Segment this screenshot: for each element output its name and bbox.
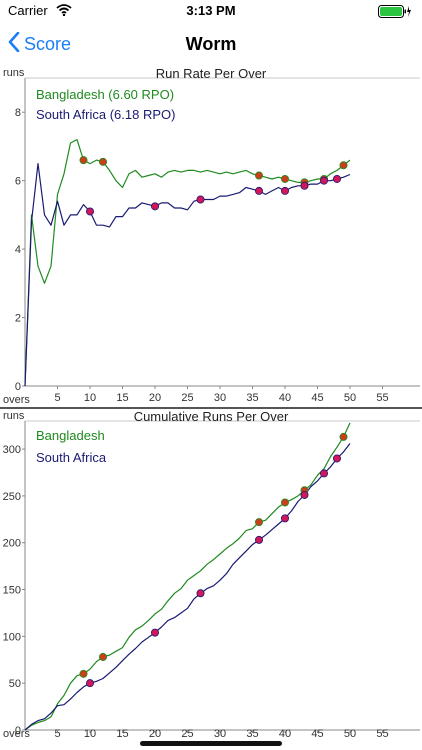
x-tick-label: 25 xyxy=(181,728,193,740)
navigation-bar: Score Worm xyxy=(0,22,422,66)
y-tick-label: 0 xyxy=(15,381,21,393)
chart-title: Run Rate Per Over xyxy=(156,66,267,81)
x-tick-label: 50 xyxy=(344,728,356,740)
x-tick-label: 55 xyxy=(376,392,388,404)
bangladesh-wicket-marker xyxy=(99,652,108,661)
south-africa-wicket-marker xyxy=(280,186,289,195)
south-africa-wicket-marker xyxy=(254,186,263,195)
south-africa-wicket-marker xyxy=(319,176,328,185)
run-rate-chart: Run Rate Per Over runs overs 0 2 4 6 8 5 10 15 20 25… xyxy=(0,66,422,406)
home-indicator xyxy=(140,741,282,746)
south-africa-wicket-marker xyxy=(254,535,263,544)
carrier-label: Carrier xyxy=(8,3,48,18)
bangladesh-wicket-marker xyxy=(280,174,289,183)
x-tick-label: 25 xyxy=(181,392,193,404)
x-tick-label: 15 xyxy=(116,728,128,740)
south-africa-series-line xyxy=(24,443,351,731)
back-button-label: Score xyxy=(24,33,72,54)
chart-divider xyxy=(0,407,422,409)
cumulative-runs-chart: Cumulative Runs Per Over runs overs 0 50 100 1… xyxy=(0,409,422,740)
bangladesh-wicket-marker xyxy=(254,518,263,527)
y-tick-label: 200 xyxy=(3,538,21,550)
bangladesh-wicket-marker xyxy=(339,432,348,441)
south-africa-wicket-marker xyxy=(300,490,309,499)
x-tick-label: 55 xyxy=(376,728,388,740)
y-axis-label: runs xyxy=(3,410,25,422)
y-tick-label: 250 xyxy=(3,491,21,503)
south-africa-wicket-marker xyxy=(319,469,328,478)
x-axis-label: overs xyxy=(3,728,30,740)
x-tick-label: 40 xyxy=(279,728,291,740)
south-africa-wicket-marker xyxy=(86,679,95,688)
x-tick-label: 35 xyxy=(246,728,258,740)
chart-title: Cumulative Runs Per Over xyxy=(134,409,289,424)
y-axis-label: runs xyxy=(3,67,25,79)
south-africa-wicket-marker xyxy=(280,514,289,523)
south-africa-legend-label: South Africa xyxy=(36,450,107,465)
bangladesh-wicket-marker xyxy=(79,669,88,678)
bangladesh-series-line xyxy=(24,422,351,731)
south-africa-wicket-marker xyxy=(196,195,205,204)
y-tick-label: 0 xyxy=(15,725,21,737)
x-axis-label: overs xyxy=(3,394,30,406)
y-tick-label: 8 xyxy=(15,107,21,119)
x-tick-label: 20 xyxy=(149,728,161,740)
x-tick-label: 45 xyxy=(311,728,323,740)
bangladesh-legend-label: Bangladesh xyxy=(36,428,105,443)
bangladesh-wicket-marker xyxy=(99,157,108,166)
south-africa-wicket-marker xyxy=(332,174,341,183)
y-tick-label: 2 xyxy=(15,313,21,325)
x-tick-label: 15 xyxy=(116,392,128,404)
y-tick-label: 300 xyxy=(3,444,21,456)
south-africa-wicket-marker xyxy=(300,181,309,190)
bangladesh-legend-label: Bangladesh (6.60 RPO) xyxy=(36,87,174,102)
south-africa-wicket-marker xyxy=(332,454,341,463)
bangladesh-series-line xyxy=(24,138,351,387)
x-tick-label: 30 xyxy=(214,392,226,404)
x-tick-label: 10 xyxy=(84,728,96,740)
y-tick-label: 100 xyxy=(3,631,21,643)
south-africa-wicket-marker xyxy=(150,628,159,637)
south-africa-legend-label: South Africa (6.18 RPO) xyxy=(36,107,175,122)
x-tick-label: 10 xyxy=(84,392,96,404)
y-tick-label: 4 xyxy=(15,244,21,256)
x-tick-label: 30 xyxy=(214,728,226,740)
y-tick-label: 50 xyxy=(9,678,21,690)
bangladesh-wicket-marker xyxy=(280,498,289,507)
bangladesh-wicket-marker xyxy=(339,161,348,170)
battery-icon xyxy=(378,5,412,21)
x-tick-label: 5 xyxy=(54,728,60,740)
wifi-icon xyxy=(56,4,72,19)
x-tick-label: 5 xyxy=(54,392,60,404)
status-time: 3:13 PM xyxy=(186,3,236,18)
bangladesh-wicket-marker xyxy=(254,171,263,180)
x-tick-label: 35 xyxy=(246,392,258,404)
bangladesh-wicket-marker xyxy=(79,156,88,165)
x-tick-label: 50 xyxy=(344,392,356,404)
x-tick-label: 20 xyxy=(149,392,161,404)
x-tick-label: 40 xyxy=(279,392,291,404)
y-tick-label: 6 xyxy=(15,176,21,188)
south-africa-wicket-marker xyxy=(150,202,159,211)
page-title: Worm xyxy=(185,34,237,54)
x-tick-label: 45 xyxy=(311,392,323,404)
south-africa-wicket-marker xyxy=(86,207,95,216)
south-africa-series-line xyxy=(24,162,351,387)
back-button[interactable]: Score xyxy=(8,31,72,57)
status-bar: Carrier 3:13 PM xyxy=(0,0,422,22)
chevron-left-icon xyxy=(8,31,20,57)
y-tick-label: 150 xyxy=(3,585,21,597)
south-africa-wicket-marker xyxy=(196,589,205,598)
